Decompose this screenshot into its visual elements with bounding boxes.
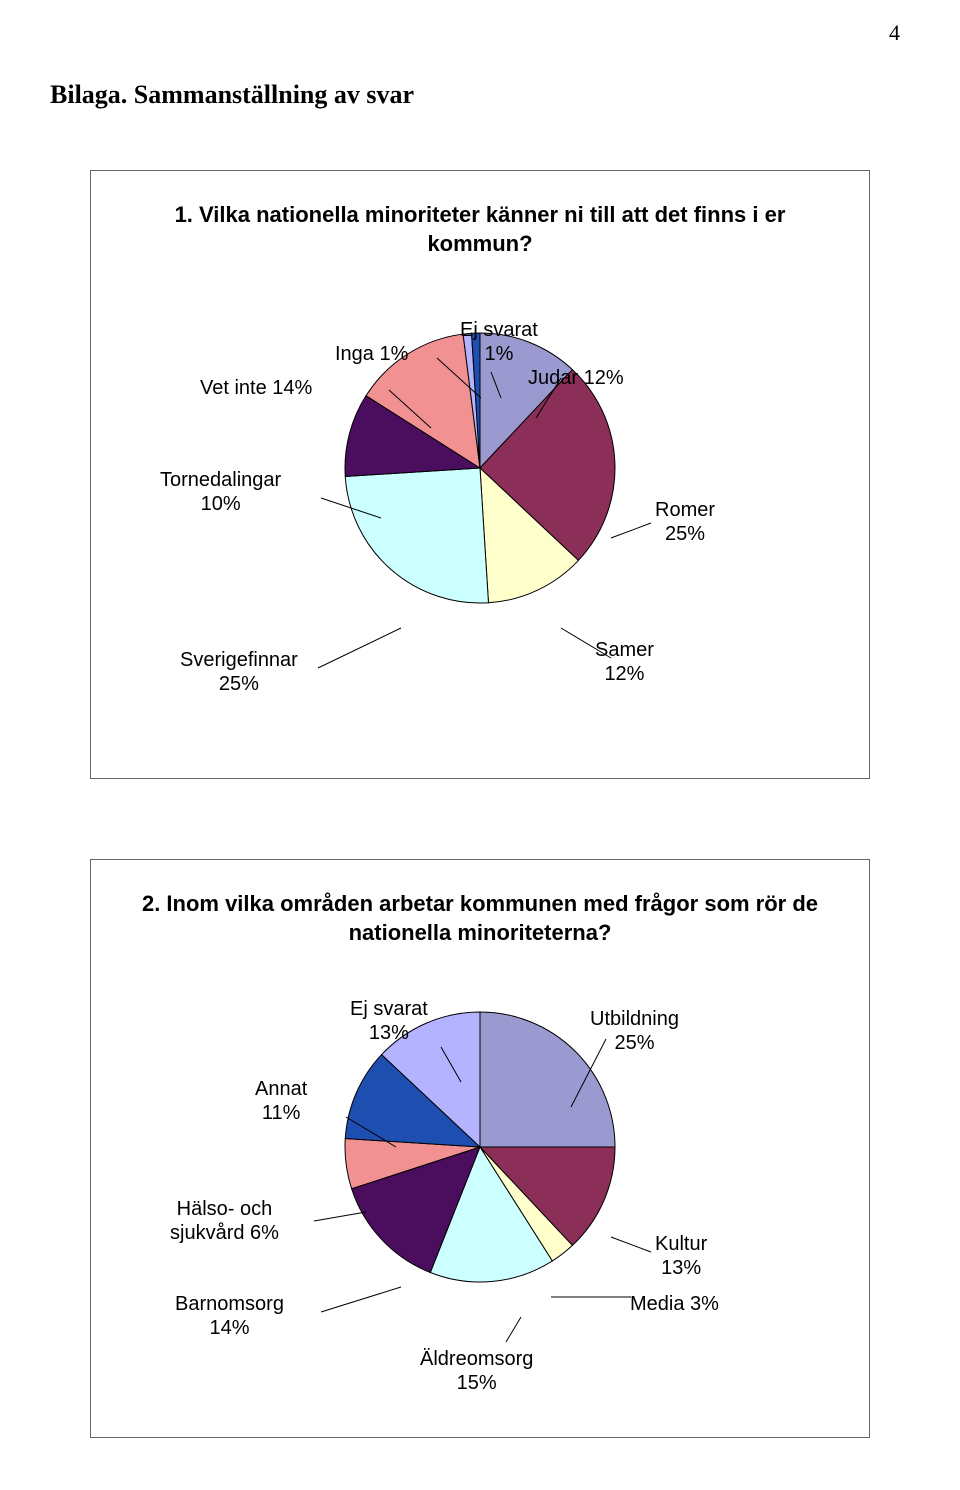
chart1-label-romer: Romer 25% — [655, 498, 715, 546]
chart1-label-vet-inte: Vet inte 14% — [200, 376, 312, 400]
chart1-label-judar: Judar 12% — [528, 366, 624, 390]
chart2-label-barnomsorg: Barnomsorg 14% — [175, 1292, 284, 1340]
chart2-label-ej-svarat: Ej svarat 13% — [350, 997, 428, 1045]
page-number: 4 — [889, 20, 900, 46]
chart-box-2: 2. Inom vilka områden arbetar kommunen m… — [90, 859, 870, 1438]
chart2-label-halso: Hälso- och sjukvård 6% — [170, 1197, 279, 1245]
document-page: 4 Bilaga. Sammanställning av svar 1. Vil… — [0, 0, 960, 1490]
chart2-label-aldreomsorg: Äldreomsorg 15% — [420, 1347, 533, 1395]
chart1-label-tornedalingar: Tornedalingar 10% — [160, 468, 281, 516]
pie-slice — [345, 468, 488, 603]
chart2-label-annat: Annat 11% — [255, 1077, 307, 1125]
chart-box-1: 1. Vilka nationella minoriteter känner n… — [90, 170, 870, 779]
chart1-label-sverigefinnar: Sverigefinnar 25% — [180, 648, 298, 696]
chart1-area: Ej svarat 1% Inga 1% Judar 12% Vet inte … — [121, 318, 839, 738]
chart2-area: Ej svarat 13% Utbildning 25% Annat 11% H… — [121, 997, 839, 1397]
chart1-title: 1. Vilka nationella minoriteter känner n… — [121, 201, 839, 258]
chart2-label-utbildning: Utbildning 25% — [590, 1007, 679, 1055]
chart1-label-inga: Inga 1% — [335, 342, 408, 366]
page-heading: Bilaga. Sammanställning av svar — [50, 80, 910, 110]
chart2-label-media: Media 3% — [630, 1292, 719, 1316]
chart2-title: 2. Inom vilka områden arbetar kommunen m… — [121, 890, 839, 947]
chart1-label-ej-svarat: Ej svarat 1% — [460, 318, 538, 366]
chart2-label-kultur: Kultur 13% — [655, 1232, 707, 1280]
chart1-label-samer: Samer 12% — [595, 638, 654, 686]
